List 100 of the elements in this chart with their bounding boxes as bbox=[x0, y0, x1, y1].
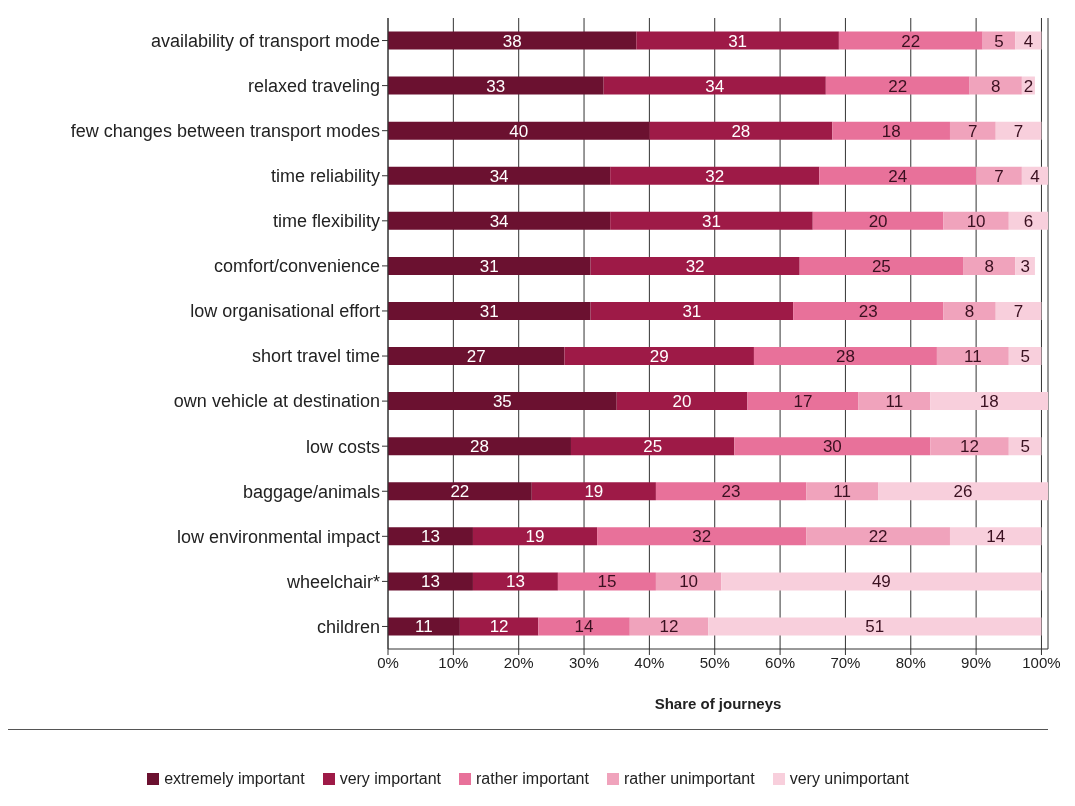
bar bbox=[603, 76, 826, 95]
bar bbox=[388, 437, 571, 456]
bar bbox=[747, 392, 859, 411]
data-label: 29 bbox=[649, 347, 669, 367]
data-label: 32 bbox=[692, 527, 712, 547]
bar bbox=[930, 437, 1009, 456]
data-label: 22 bbox=[868, 527, 888, 547]
data-label: 20 bbox=[672, 392, 692, 412]
bar bbox=[636, 31, 839, 50]
bar bbox=[838, 31, 983, 50]
data-label: 27 bbox=[466, 347, 486, 367]
data-label: 7 bbox=[1013, 121, 1024, 141]
x-tick-label: 80% bbox=[895, 653, 926, 671]
bar bbox=[655, 482, 807, 501]
y-tick-label: availability of transport mode bbox=[150, 30, 380, 51]
bar bbox=[819, 166, 977, 185]
data-label: 25 bbox=[643, 437, 663, 457]
data-label: 18 bbox=[881, 121, 901, 141]
data-label: 17 bbox=[793, 392, 813, 412]
data-label: 7 bbox=[1013, 301, 1024, 321]
bar bbox=[557, 572, 656, 591]
x-tick-label: 10% bbox=[438, 653, 469, 671]
data-label: 11 bbox=[415, 617, 433, 637]
bar bbox=[570, 437, 735, 456]
bar bbox=[610, 211, 813, 230]
data-label: 5 bbox=[1020, 437, 1030, 457]
y-tick-label: own vehicle at destination bbox=[173, 391, 380, 412]
bar bbox=[806, 527, 950, 546]
data-label: 34 bbox=[705, 76, 725, 96]
bar bbox=[721, 572, 1042, 591]
data-label: 11 bbox=[833, 482, 851, 502]
bar bbox=[388, 527, 473, 546]
bar bbox=[806, 482, 879, 501]
data-label: 14 bbox=[574, 617, 594, 637]
data-label: 49 bbox=[871, 572, 891, 592]
data-label: 13 bbox=[505, 572, 525, 592]
data-label: 30 bbox=[822, 437, 842, 457]
data-label: 40 bbox=[509, 121, 529, 141]
bar bbox=[943, 211, 1009, 230]
data-label: 32 bbox=[685, 256, 705, 276]
bar bbox=[949, 121, 996, 140]
bar bbox=[388, 76, 604, 95]
bar bbox=[472, 527, 598, 546]
data-label: 24 bbox=[888, 166, 908, 186]
data-label: 34 bbox=[489, 166, 509, 186]
data-label: 28 bbox=[470, 437, 489, 457]
data-label: 12 bbox=[659, 617, 679, 637]
bar bbox=[616, 392, 748, 411]
bar bbox=[597, 527, 807, 546]
data-label: 15 bbox=[597, 572, 617, 592]
bar bbox=[388, 121, 650, 140]
data-label: 51 bbox=[865, 617, 885, 637]
data-label: 10 bbox=[679, 572, 699, 592]
data-label: 13 bbox=[421, 572, 440, 592]
legend-label: extremely important bbox=[163, 770, 305, 788]
bar bbox=[610, 166, 820, 185]
x-tick-label: 0% bbox=[377, 653, 399, 671]
data-label: 13 bbox=[421, 527, 440, 547]
bar bbox=[388, 166, 611, 185]
y-tick-label: few changes between transport modes bbox=[70, 121, 380, 142]
data-label: 22 bbox=[450, 482, 470, 502]
y-tick-label: short travel time bbox=[251, 346, 380, 367]
legend-label: rather important bbox=[475, 770, 589, 788]
data-label: 28 bbox=[731, 121, 751, 141]
bar bbox=[793, 301, 944, 320]
bar bbox=[629, 617, 709, 636]
bar bbox=[832, 121, 950, 140]
data-label: 6 bbox=[1023, 211, 1034, 231]
bar bbox=[590, 256, 800, 275]
x-axis-title: Share of journeys bbox=[654, 695, 782, 712]
bar bbox=[388, 482, 532, 501]
bar bbox=[753, 347, 937, 366]
data-label: 19 bbox=[525, 527, 545, 547]
x-tick-label: 40% bbox=[634, 653, 665, 671]
x-tick-label: 90% bbox=[961, 653, 992, 671]
x-tick-label: 30% bbox=[569, 653, 600, 671]
data-label: 18 bbox=[979, 392, 999, 412]
data-label: 32 bbox=[705, 166, 725, 186]
bar bbox=[995, 301, 1042, 320]
y-tick-label: wheelchair* bbox=[285, 571, 380, 592]
data-label: 12 bbox=[489, 617, 509, 637]
bar bbox=[388, 617, 460, 636]
data-label: 10 bbox=[966, 211, 986, 231]
legend-label: very important bbox=[338, 770, 442, 788]
bar bbox=[878, 482, 1048, 501]
data-label: 4 bbox=[1023, 31, 1034, 51]
bar bbox=[858, 392, 931, 411]
data-label: 7 bbox=[968, 121, 978, 141]
data-label: 8 bbox=[964, 301, 975, 321]
bar bbox=[649, 121, 833, 140]
data-label: 38 bbox=[502, 31, 522, 51]
bar bbox=[734, 437, 931, 456]
y-tick-label: baggage/animals bbox=[242, 481, 380, 502]
bar bbox=[995, 121, 1042, 140]
x-tick-label: 50% bbox=[699, 653, 730, 671]
bar bbox=[388, 211, 611, 230]
data-label: 2 bbox=[1023, 76, 1034, 96]
data-label: 31 bbox=[682, 301, 702, 321]
bar bbox=[799, 256, 964, 275]
bar bbox=[708, 617, 1042, 636]
